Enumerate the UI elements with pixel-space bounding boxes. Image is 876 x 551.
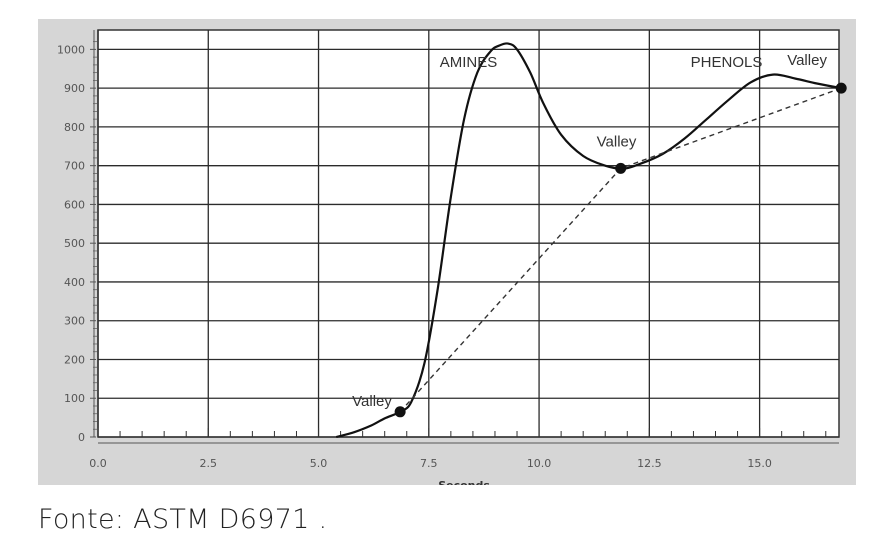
y-tick-label: 0 xyxy=(78,431,85,444)
x-tick-label: 15.0 xyxy=(747,457,772,470)
y-tick-label: 500 xyxy=(64,237,85,250)
plot-area xyxy=(97,29,840,438)
x-tick-label: 5.0 xyxy=(310,457,328,470)
series-line-solid xyxy=(335,42,842,439)
line-chart: 0 100 200 300 400 500 600 700 800 900 1000 0.0 2.5 5.… xyxy=(57,29,847,485)
y-tick-label: 400 xyxy=(64,276,85,289)
valley-label: Valley xyxy=(352,393,392,410)
y-tick-label: 300 xyxy=(64,315,85,328)
x-tick-label: 10.0 xyxy=(527,457,552,470)
chart-frame: 0 100 200 300 400 500 600 700 800 900 1000 0.0 2.5 5.… xyxy=(38,19,856,485)
y-tick-label: 1000 xyxy=(57,43,85,56)
x-tick-label: 7.5 xyxy=(420,457,438,470)
valley-point xyxy=(835,82,847,94)
valley-point xyxy=(615,162,627,174)
y-tick-label: 900 xyxy=(64,82,85,95)
figure-caption: Fonte: ASTM D6971 . xyxy=(38,504,328,535)
x-tick-label: 2.5 xyxy=(200,457,218,470)
x-tick-label: 12.5 xyxy=(637,457,662,470)
valley-label: Valley xyxy=(787,52,827,69)
valley-point xyxy=(394,406,406,418)
x-tick-label: 0.0 xyxy=(89,457,107,470)
valley-label: Valley xyxy=(597,133,637,150)
y-tick-label: 600 xyxy=(64,198,85,211)
y-tick-label: 700 xyxy=(64,160,85,173)
y-tick-label: 100 xyxy=(64,392,85,405)
peak-label: AMINES xyxy=(440,54,498,71)
y-tick-label: 200 xyxy=(64,353,85,366)
peak-label: PHENOLS xyxy=(691,54,763,71)
y-tick-label: 800 xyxy=(64,121,85,134)
x-axis-label: Seconds xyxy=(438,479,490,485)
